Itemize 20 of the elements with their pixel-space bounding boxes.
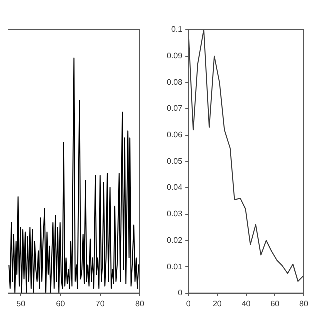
x-tick-label: 0	[186, 299, 192, 308]
y-tick-label: 0.04	[166, 183, 184, 192]
y-tick-label: 0.05	[166, 156, 184, 166]
x-tick-label: 20	[212, 299, 222, 308]
y-tick-label: 0	[178, 288, 184, 298]
x-tick-label: 80	[300, 299, 309, 308]
x-tick-label: 50	[16, 299, 26, 308]
y-tick-label: 0.03	[166, 210, 184, 219]
y-tick-label: 0.08	[166, 78, 184, 87]
x-tick-label: 60	[56, 299, 66, 308]
y-tick-label: 0.01	[166, 262, 184, 272]
y-tick-label: 0.09	[166, 52, 184, 61]
y-tick-label: 0.06	[166, 130, 184, 140]
x-tick-label: 70	[96, 299, 106, 308]
y-tick-label: 0.07	[166, 104, 184, 114]
x-tick-label: 40	[242, 299, 252, 308]
x-tick-label: 60	[270, 299, 280, 308]
y-tick-label: 0.1	[171, 25, 184, 34]
x-tick-label: 80	[136, 299, 145, 308]
y-tick-label: 0.02	[166, 236, 184, 245]
